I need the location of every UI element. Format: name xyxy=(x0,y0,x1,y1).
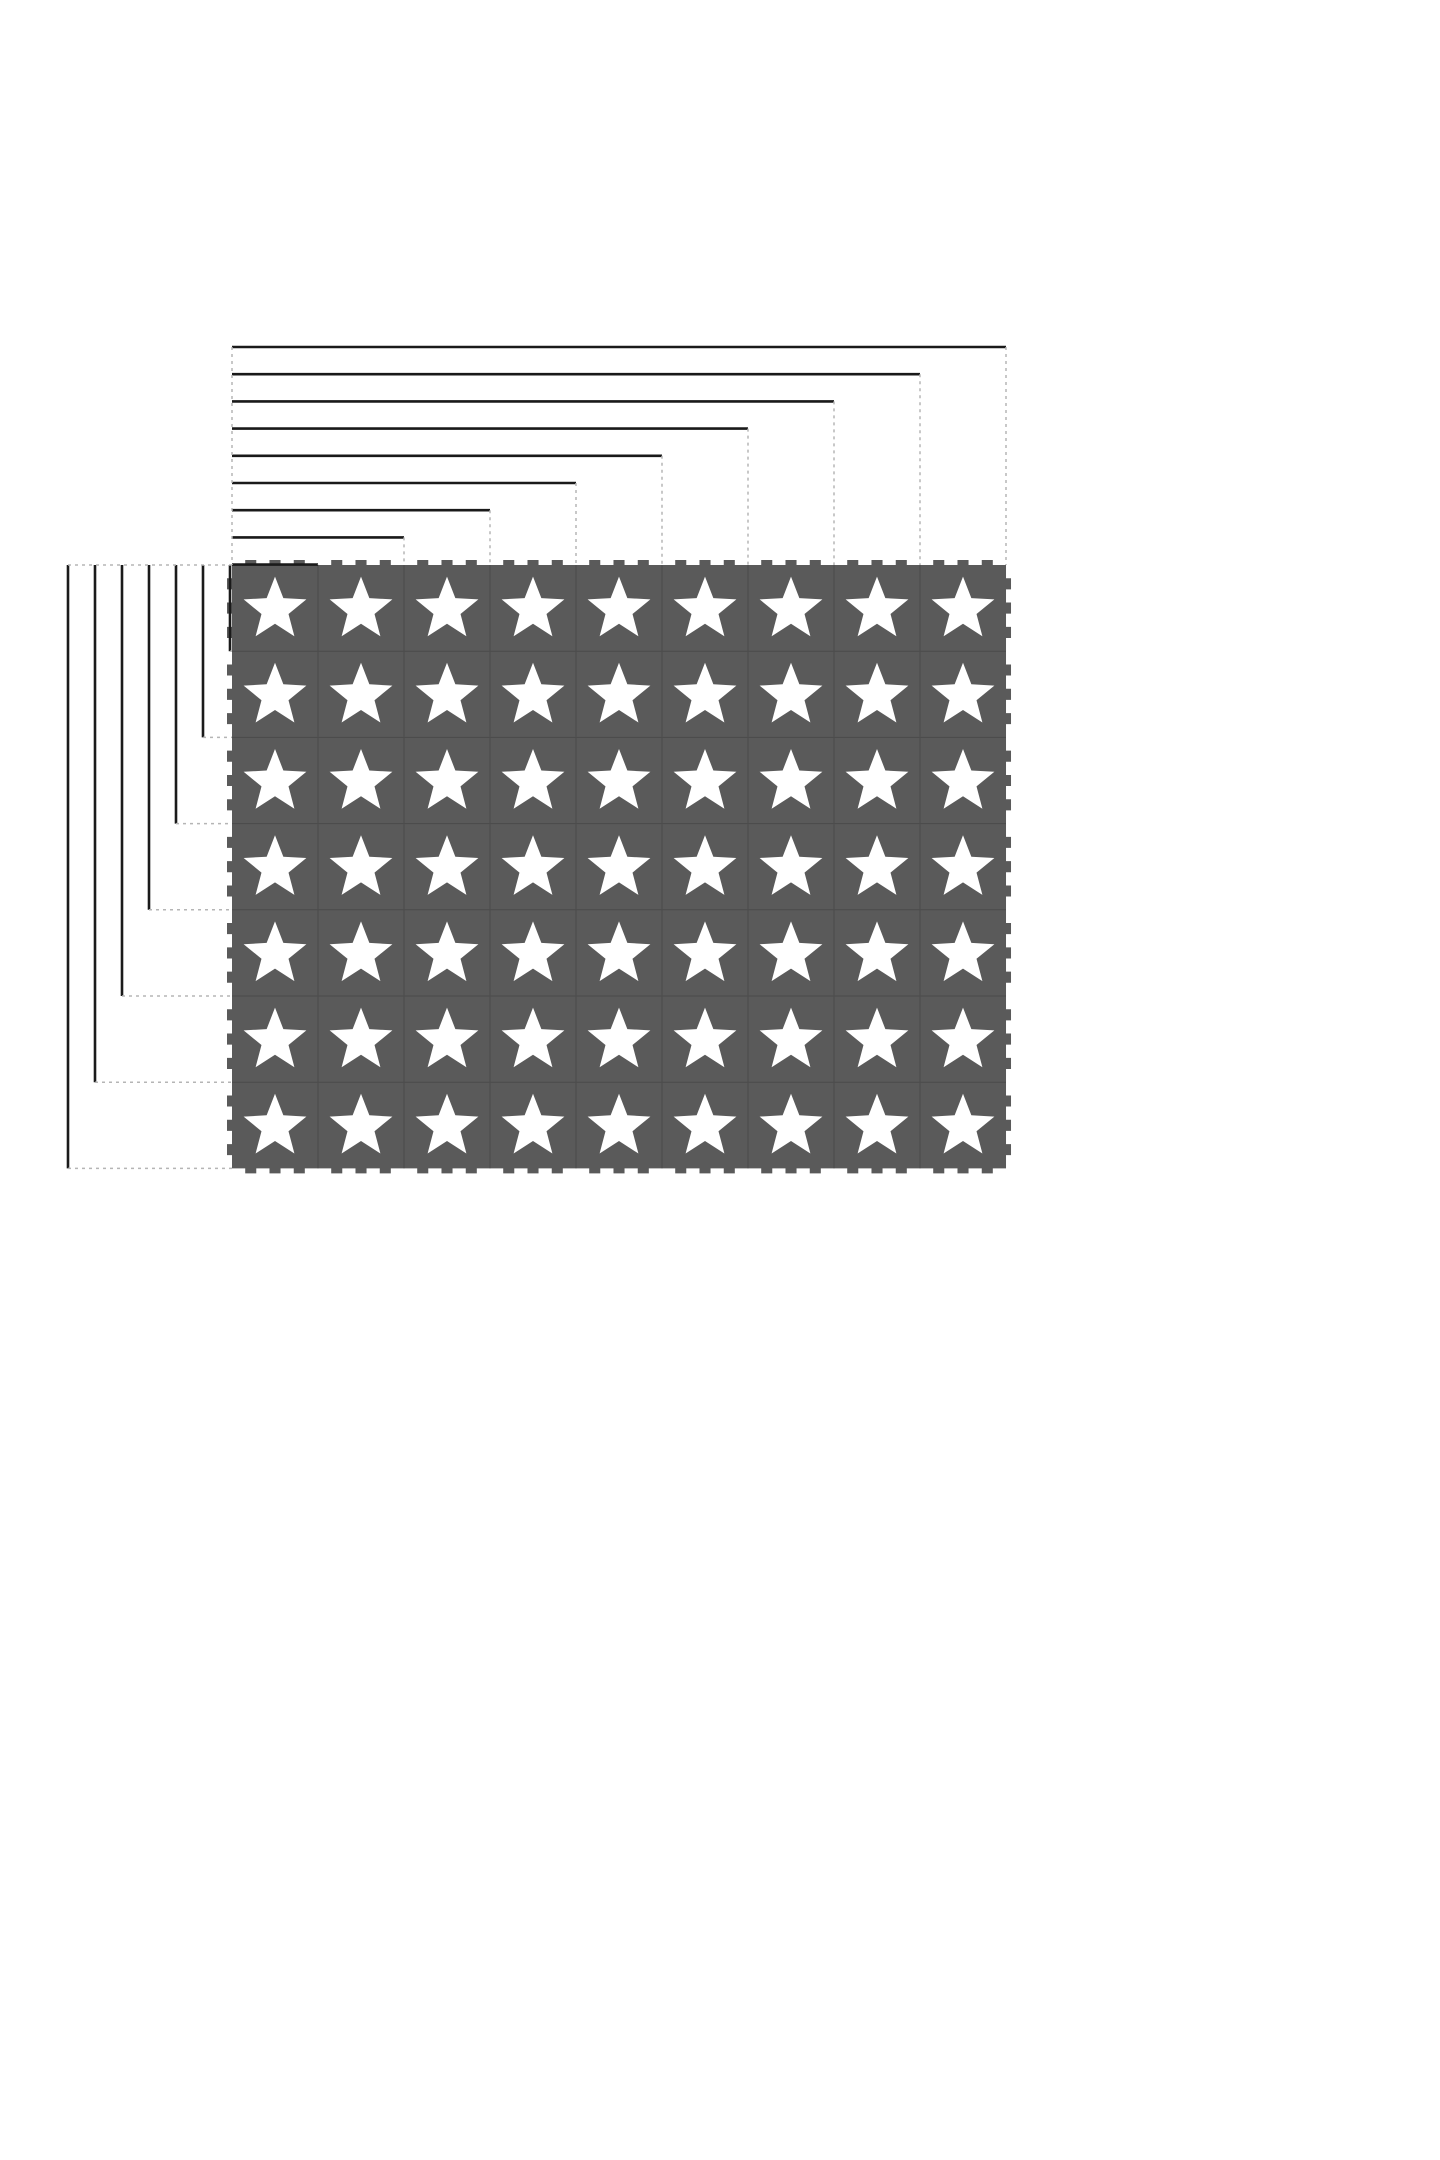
star-cutout xyxy=(845,1007,909,1068)
star-cutout xyxy=(501,576,565,637)
star-cutout xyxy=(759,749,823,809)
star-cutout xyxy=(931,835,995,895)
star-cutout xyxy=(931,1093,995,1154)
star-cutout xyxy=(845,749,909,809)
star-cutout xyxy=(415,662,479,723)
star-cutout xyxy=(243,921,307,982)
star-cutout xyxy=(501,921,565,982)
star-cutout xyxy=(759,921,823,982)
star-cutout xyxy=(329,662,393,723)
star-cutout xyxy=(329,749,393,809)
star-cutout xyxy=(243,835,307,895)
star-cutout xyxy=(501,1007,565,1068)
star-cutout xyxy=(415,835,479,895)
star-cutout xyxy=(931,576,995,637)
star-cutout xyxy=(845,921,909,982)
star-cutout xyxy=(587,1007,651,1068)
star-cutout xyxy=(243,1007,307,1068)
star-cutout xyxy=(587,835,651,895)
star-cutout xyxy=(931,1007,995,1068)
star-cutout xyxy=(759,576,823,637)
star-cutout xyxy=(415,1093,479,1154)
star-cutout xyxy=(931,749,995,809)
star-cutout xyxy=(759,1093,823,1154)
star-cutout xyxy=(673,749,737,809)
star-cutout xyxy=(587,749,651,809)
star-cutout xyxy=(329,921,393,982)
star-cutout xyxy=(845,835,909,895)
star-cutout xyxy=(673,576,737,637)
star-cutout xyxy=(415,576,479,637)
star-cutout xyxy=(587,662,651,723)
star-cutout xyxy=(931,921,995,982)
star-cutout xyxy=(329,1093,393,1154)
star-cutout xyxy=(243,576,307,637)
star-cutout xyxy=(501,1093,565,1154)
star-cutout xyxy=(931,662,995,723)
star-cutout xyxy=(415,1007,479,1068)
star-cutout xyxy=(673,921,737,982)
star-cutout xyxy=(415,749,479,809)
star-cutout xyxy=(243,662,307,723)
star-cutout xyxy=(329,576,393,637)
star-cutout xyxy=(845,1093,909,1154)
star-cutout xyxy=(329,835,393,895)
star-cutout xyxy=(501,662,565,723)
star-cutout xyxy=(759,835,823,895)
star-cutout xyxy=(329,1007,393,1068)
star-cutout xyxy=(673,1007,737,1068)
star-cutout xyxy=(501,835,565,895)
star-cutout xyxy=(243,1093,307,1154)
star-cutout xyxy=(673,1093,737,1154)
star-cutout xyxy=(587,576,651,637)
star-cutout xyxy=(673,662,737,723)
star-cutout xyxy=(759,1007,823,1068)
star-cutout xyxy=(673,835,737,895)
star-cutout xyxy=(759,662,823,723)
star-cutout xyxy=(501,749,565,809)
star-cutout xyxy=(587,921,651,982)
star-cutout xyxy=(845,662,909,723)
star-cutout xyxy=(587,1093,651,1154)
star-cutout xyxy=(415,921,479,982)
star-cutout xyxy=(243,749,307,809)
star-cutout xyxy=(845,576,909,637)
